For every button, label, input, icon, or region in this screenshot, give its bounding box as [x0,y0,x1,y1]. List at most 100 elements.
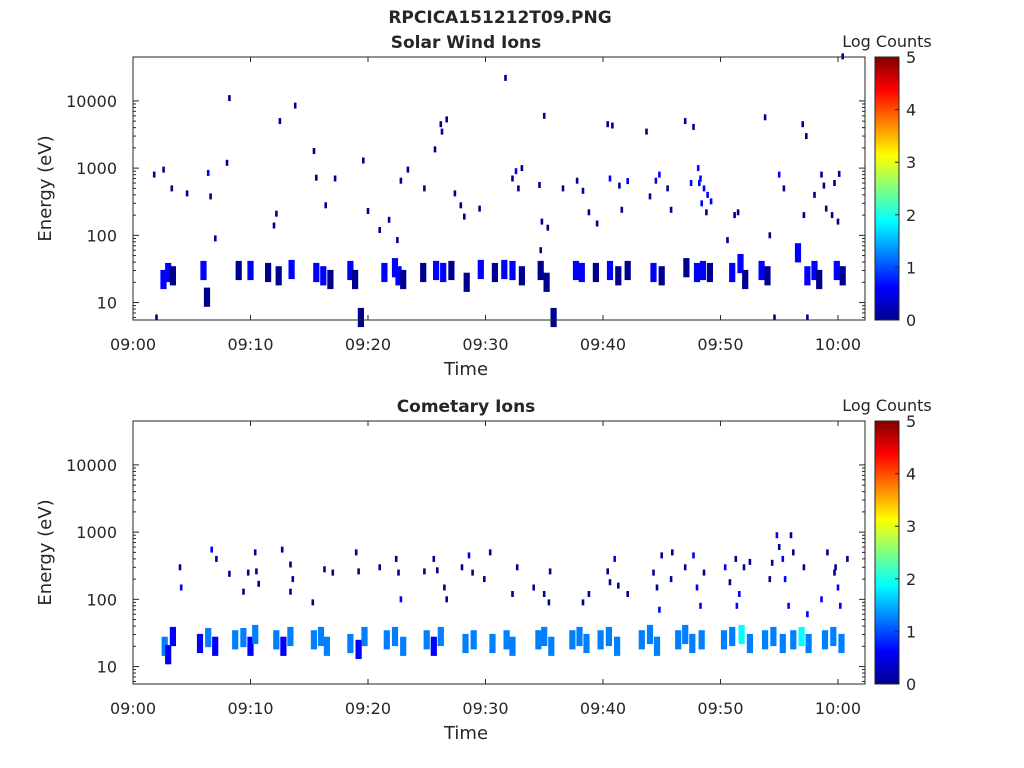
band-cell-53 [816,269,823,290]
band-cell-49 [746,633,753,654]
data-cell-29 [463,213,466,220]
band-cell-38 [624,260,631,281]
data-cell-40 [587,591,591,597]
data-cell-23 [423,568,426,575]
band-cell-31 [543,272,550,292]
data-cell-60 [734,555,738,562]
data-cell-11 [293,102,297,109]
band-cell-22 [440,262,447,283]
data-cell-5 [242,588,245,595]
data-cell-55 [669,206,673,213]
data-cell-86 [272,222,276,229]
data-cell-63 [698,180,701,186]
band-cell-1 [165,645,172,665]
data-cell-25 [436,567,439,574]
data-cell-50 [626,178,629,185]
band-cell-44 [706,262,713,283]
band-cell-22 [423,630,430,650]
data-cell-36 [538,182,541,188]
data-cell-64 [777,544,781,550]
data-cell-15 [333,175,337,182]
band-cell-50 [794,243,802,263]
band-cell-32 [550,307,557,328]
colorbar [874,56,900,321]
data-cell-16 [331,569,335,576]
data-cell-62 [700,200,703,207]
band-cell-10 [273,630,280,650]
data-cell-20 [394,555,398,562]
band-cell-18 [395,266,402,286]
y-axis-label: Energy (eV) [35,499,56,605]
x-tick-label: 10:00 [815,699,861,718]
band-cell-34 [576,626,583,647]
band-cell-55 [839,266,846,286]
data-cell-73 [782,185,786,192]
data-cell-19 [396,237,399,244]
data-cell-2 [162,166,165,173]
data-cell-46 [652,569,655,576]
band-cell-43 [682,624,689,645]
y-tick-label: 1000 [76,159,117,178]
data-cell-39 [546,224,550,231]
y-tick-label: 10000 [66,92,117,111]
band-cell-25 [477,259,484,280]
panel-title: Solar Wind Ions [391,33,542,53]
y-tick-label: 10 [97,658,117,677]
data-cell-41 [575,177,579,184]
data-cell-91 [833,180,836,186]
x-tick-label: 09:30 [462,699,508,718]
x-tick-label: 09:40 [580,335,626,354]
band-cell-13 [347,260,354,281]
band-cell-26 [491,262,498,283]
band-cell-4 [203,287,211,307]
data-cell-18 [357,568,360,575]
data-cell-63 [775,532,779,539]
data-cell-7 [253,549,257,556]
band-cell-41 [683,258,690,278]
band-cell-21 [433,260,440,281]
data-cell-21 [406,166,410,173]
data-cell-40 [561,185,565,192]
data-cell-23 [433,146,437,153]
band-cell-23 [448,260,455,281]
band-cell-53 [790,630,797,650]
data-cell-70 [802,564,806,571]
band-cell-24 [463,272,470,292]
band-cell-41 [653,636,661,656]
band-cell-27 [501,259,508,280]
data-cell-42 [608,579,612,586]
band-cell-37 [615,266,622,286]
data-cell-48 [618,182,621,189]
band-cell-15 [357,307,364,328]
data-cell-10 [280,546,284,553]
colorbar-tick-label: 4 [906,101,916,120]
band-cell-1 [165,262,172,283]
data-cell-80 [671,549,674,556]
band-cell-9 [288,259,295,280]
data-cell-0 [155,314,158,321]
band-cell-39 [650,262,657,283]
panels: 09:00 09:10 09:20 09:30 09:40 09:50 10:0010100… [35,32,932,744]
colorbar-tick-label: 1 [906,622,916,641]
band-cell-2 [169,626,176,647]
data-cell-1 [179,584,183,591]
data-cell-49 [660,552,663,559]
band-cell-3 [200,260,207,281]
data-cell-32 [514,168,518,175]
band-cell-45 [729,262,736,283]
data-cell-37 [540,218,544,225]
data-cell-45 [626,591,629,597]
data-cell-13 [315,174,318,181]
data-cell-13 [289,588,292,595]
data-cell-81 [830,212,834,219]
band-cell-13 [310,630,317,650]
data-cell-17 [354,549,358,556]
data-cell-83 [837,170,841,177]
band-cell-12 [287,626,294,647]
data-cell-32 [488,549,492,556]
data-cell-59 [699,175,702,182]
data-cell-59 [738,591,741,597]
data-cell-74 [801,121,804,128]
band-cell-4 [205,628,212,648]
data-cell-28 [460,564,464,571]
